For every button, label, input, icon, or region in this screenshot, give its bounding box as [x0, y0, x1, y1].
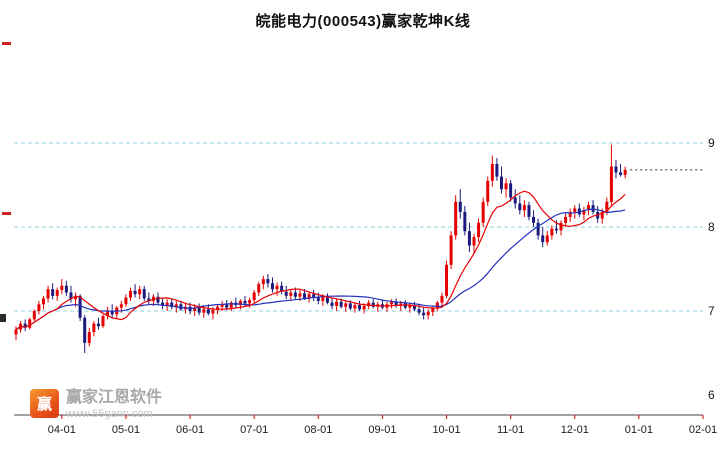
candles-layer [14, 144, 627, 353]
svg-text:8: 8 [708, 220, 715, 234]
svg-text:09-01: 09-01 [368, 424, 396, 436]
brand-logo-icon: 赢 [30, 389, 59, 418]
svg-text:05-01: 05-01 [112, 424, 140, 436]
svg-text:07-01: 07-01 [240, 424, 268, 436]
svg-text:08-01: 08-01 [304, 424, 332, 436]
svg-text:12-01: 12-01 [561, 424, 589, 436]
x-axis: 04-01 05-01 06-01 07-01 08-01 09-01 10-01 11-01… [14, 414, 717, 436]
brand-name: 赢家江恩软件 [66, 389, 163, 406]
page-title: 皖能电力(000543)赢家乾坤K线 [255, 13, 471, 30]
y-axis-labels: 9 8 7 6 [708, 136, 715, 402]
left-edge-marker-icon [0, 314, 6, 322]
ma-fast-line [15, 190, 626, 331]
svg-text:10-01: 10-01 [432, 424, 460, 436]
ma-slow-line [15, 208, 626, 331]
svg-text:01-01: 01-01 [625, 424, 653, 436]
left-edge-marker-icon [2, 42, 11, 45]
svg-text:06-01: 06-01 [176, 424, 204, 436]
svg-text:04-01: 04-01 [48, 424, 76, 436]
svg-text:11-01: 11-01 [497, 424, 524, 436]
brand-url: www.55gann.com [66, 408, 153, 420]
svg-text:9: 9 [708, 136, 715, 150]
svg-text:6: 6 [708, 388, 715, 402]
left-edge-marker-icon [2, 212, 11, 215]
brand-watermark: 赢 赢家江恩软件 www.55gann.com [30, 389, 162, 421]
svg-text:7: 7 [708, 304, 715, 318]
svg-text:02-01: 02-01 [689, 424, 717, 436]
grid-layer [14, 142, 703, 312]
